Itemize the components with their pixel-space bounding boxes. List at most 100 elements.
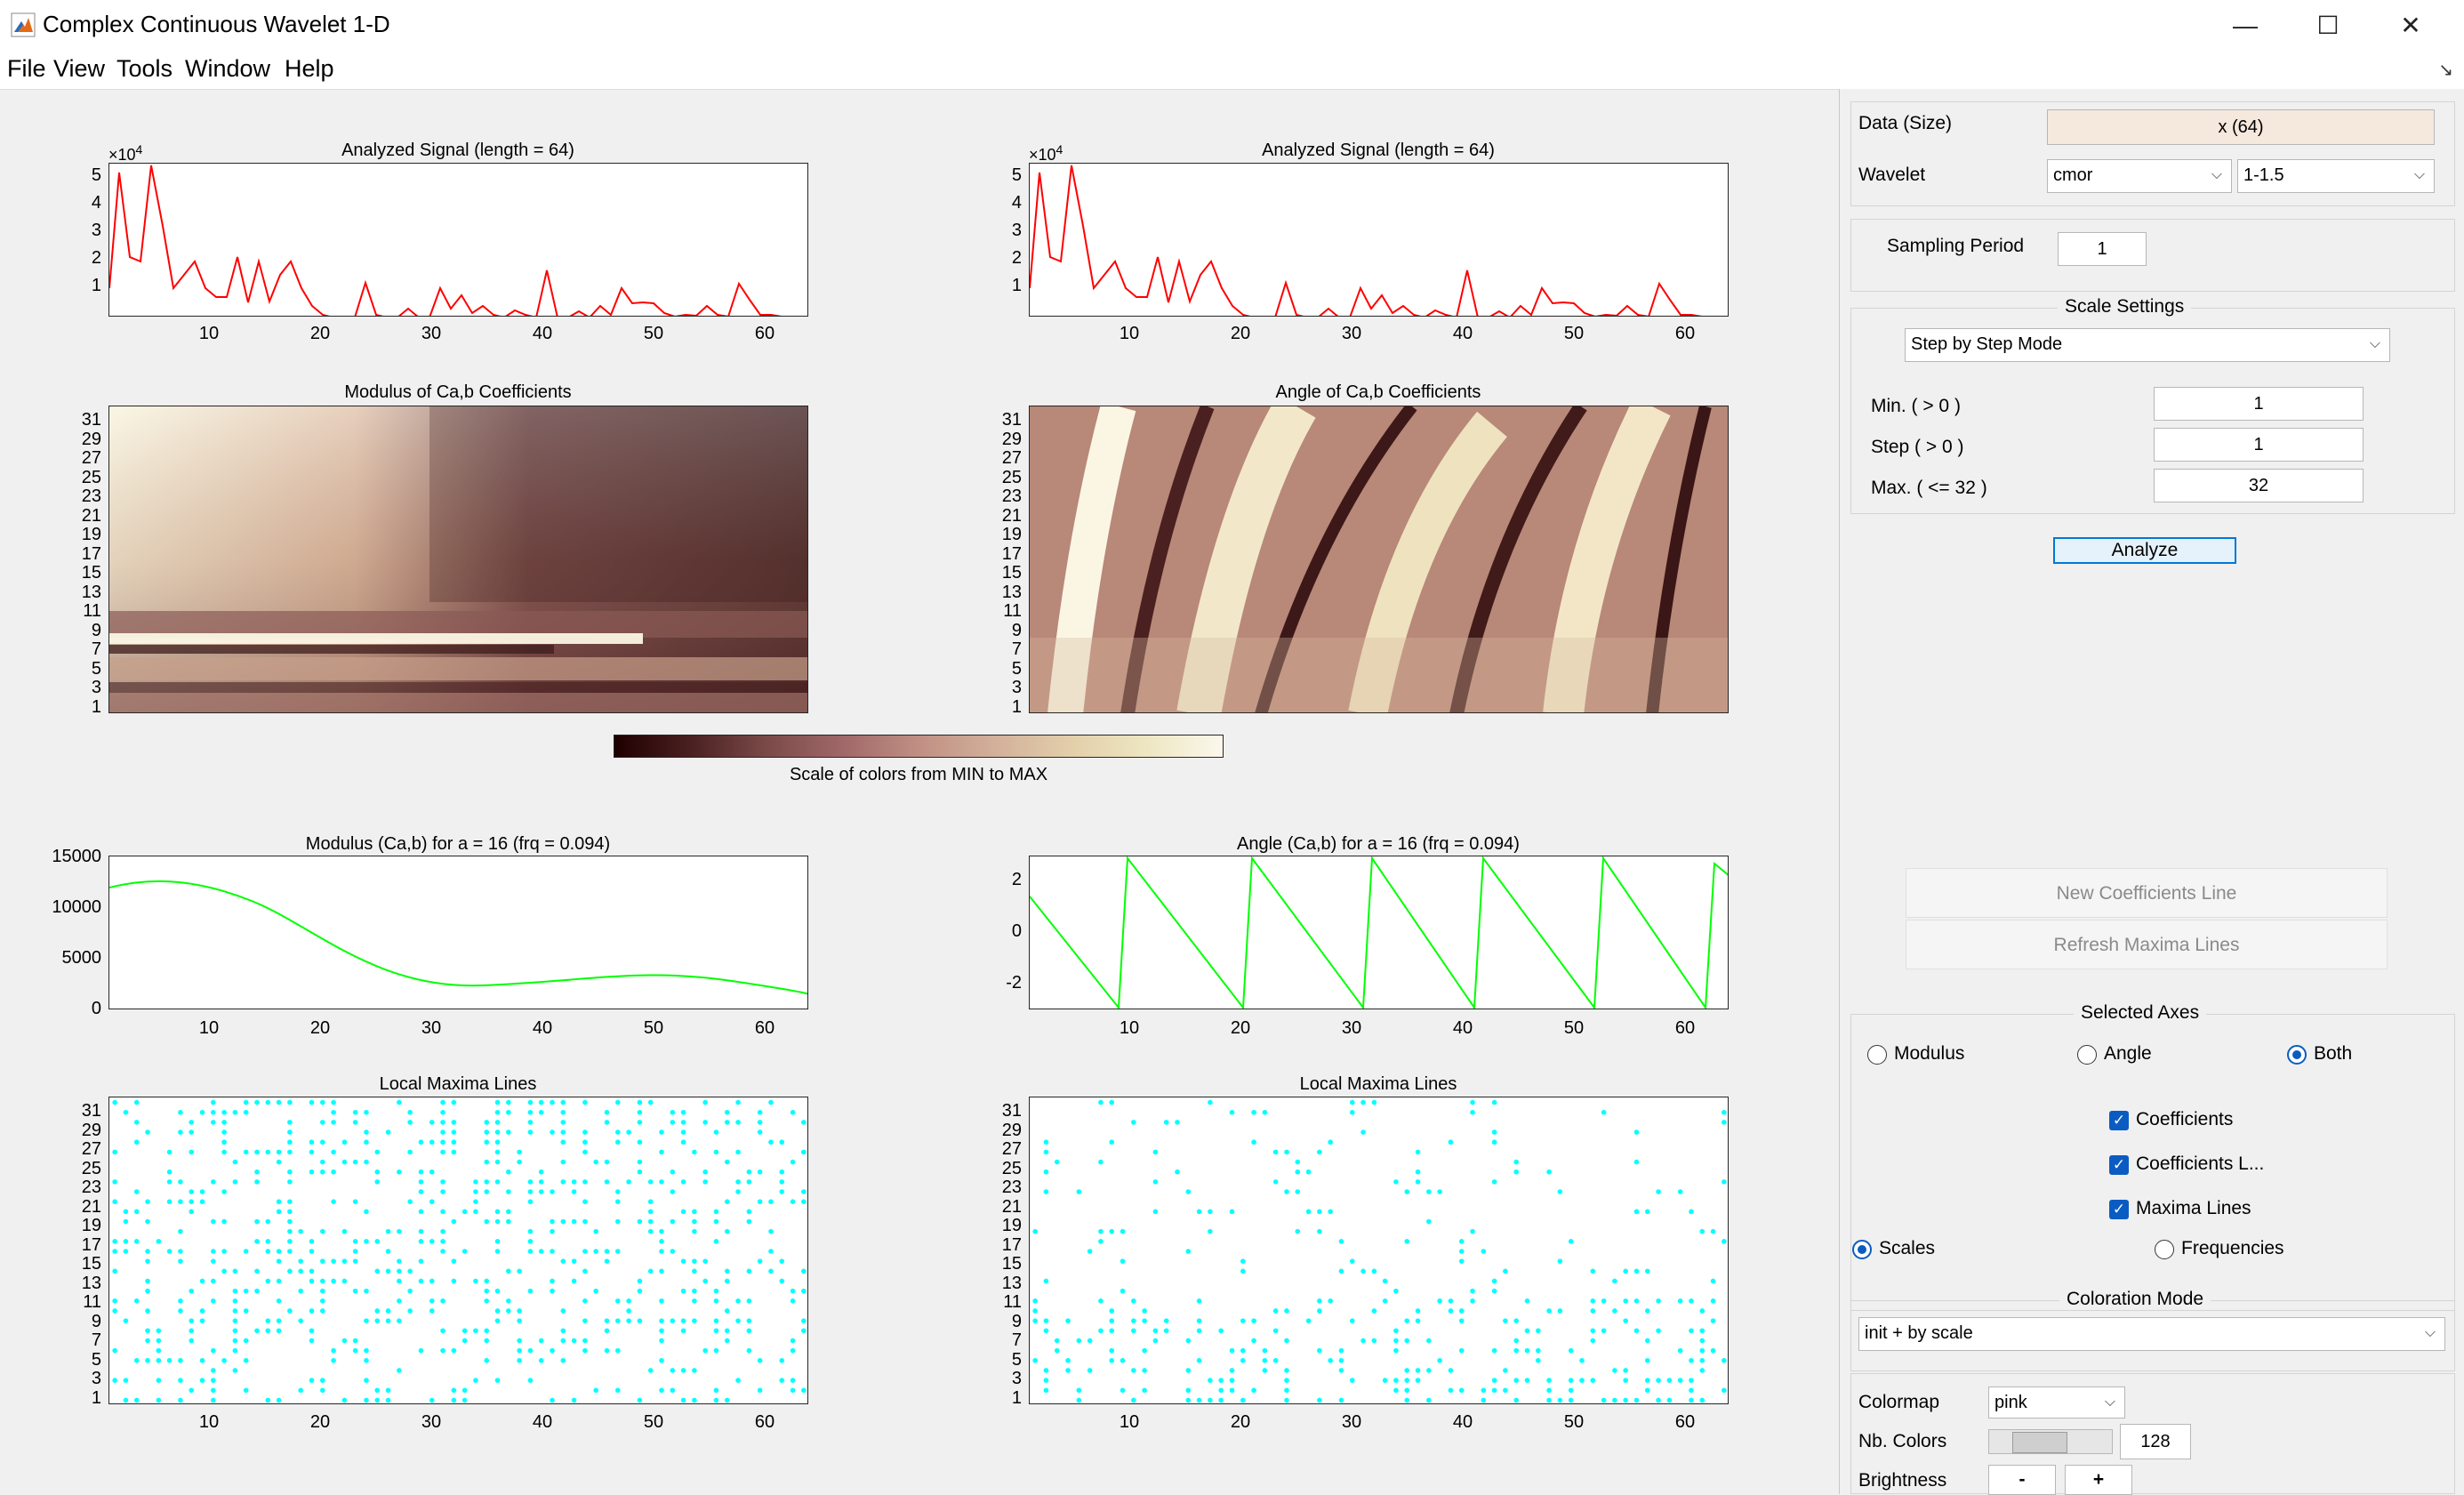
control-panel: Data (Size) x (64) Wavelet cmor ⌵ 1-1.5 ⌵ … [1839,89,2464,1495]
step-scale-input[interactable] [2154,428,2364,462]
max-scale-input[interactable] [2154,469,2364,502]
nb-colors-slider-thumb[interactable] [2012,1432,2067,1453]
maxima-point [1590,1338,1596,1344]
maxima-lines-checkbox[interactable]: ✓ [2109,1200,2129,1219]
modulus-axes[interactable] [108,406,808,713]
maxima-point [1470,1228,1475,1234]
maxima-right-xtick: 20 [1230,1412,1251,1432]
angle-radio[interactable] [2077,1045,2097,1065]
brightness-plus-button[interactable]: + [2065,1465,2132,1495]
maxima-point [1043,1328,1049,1334]
maxima-point [692,1298,697,1304]
maxima-left-axes[interactable] [108,1097,808,1404]
maxima-point [199,1308,205,1314]
maxima-point [1196,1357,1202,1363]
maxima-point [571,1338,577,1344]
sampling-period-input[interactable] [2058,232,2147,266]
maxima-right-ytick: 13 [1001,1274,1022,1293]
signal-right-axes[interactable] [1029,163,1729,317]
wavelet-select[interactable]: cmor ⌵ [2047,159,2232,193]
maxima-point [527,1199,534,1204]
maxima-point [1218,1378,1224,1383]
new-coefficients-line-button[interactable]: New Coefficients Line [1906,868,2388,918]
maxima-point [1131,1397,1136,1403]
maxima-point [319,1387,325,1394]
nb-colors-input[interactable] [2120,1424,2191,1459]
maxima-point [659,1338,664,1344]
maximize-button[interactable]: ☐ [2316,12,2340,39]
modulus-radio[interactable] [1867,1045,1887,1065]
maxima-point [1229,1378,1235,1383]
maxima-point [1503,1387,1508,1394]
menu-view[interactable]: View [53,55,106,82]
maxima-point [692,1268,697,1274]
maxima-point [1415,1378,1421,1383]
modulus-ytick: 19 [81,525,101,544]
mod-line-axes[interactable] [108,856,808,1009]
signal-left-axes[interactable] [108,163,808,317]
maxima-right-ytick: 1 [1011,1388,1022,1408]
nb-colors-slider[interactable] [1988,1429,2113,1454]
maxima-right-axes[interactable] [1029,1097,1729,1404]
maxima-point [189,1199,195,1204]
min-scale-input[interactable] [2154,387,2364,421]
coloration-mode-select[interactable]: init + by scale ⌵ [1858,1317,2445,1351]
maxima-point [1699,1368,1706,1373]
angle-axes[interactable] [1029,406,1729,713]
both-radio[interactable] [2287,1045,2307,1065]
coefficients-lines-checkbox[interactable]: ✓ [2109,1155,2129,1175]
maxima-point [166,1357,173,1363]
maxima-point [680,1209,686,1215]
maxima-point [319,1288,325,1294]
maxima-point [211,1378,216,1383]
menu-help[interactable]: Help [285,55,334,82]
maxima-point [1338,1239,1344,1244]
coefficients-checkbox[interactable]: ✓ [2109,1111,2129,1130]
angle-line-axes[interactable] [1029,856,1729,1009]
close-button[interactable]: ✕ [2400,12,2421,39]
maxima-point [352,1109,358,1115]
minimize-button[interactable]: — [2233,12,2258,39]
maxima-point [1644,1387,1650,1394]
maxima-left-xtick: 40 [532,1412,553,1432]
maxima-point [1557,1308,1563,1314]
menu-tools[interactable]: Tools [116,55,173,82]
maxima-point [145,1338,150,1344]
maxima-point [1404,1387,1410,1394]
colormap-panel: Colormap pink ⌵ Nb. Colors Brightness - + [1850,1373,2455,1495]
maxima-point [571,1179,577,1185]
maxima-point [265,1278,271,1284]
analyze-button[interactable]: Analyze [2053,537,2236,564]
modulus-ytick: 27 [81,448,101,468]
maxima-point [166,1149,173,1155]
brightness-minus-button[interactable]: - [1988,1465,2056,1495]
menu-window[interactable]: Window [185,55,271,82]
signal-right-exponent: ×104 [1029,142,1063,164]
scale-mode-select[interactable]: Step by Step Mode ⌵ [1905,328,2390,362]
maxima-point [1087,1338,1093,1344]
maxima-point [1229,1368,1235,1373]
colormap-select[interactable]: pink ⌵ [1988,1386,2125,1419]
scales-radio[interactable] [1852,1240,1872,1259]
maxima-point [331,1199,336,1204]
wavelet-param-select[interactable]: 1-1.5 ⌵ [2237,159,2435,193]
maxima-point [254,1169,260,1175]
maxima-point [232,1328,238,1334]
maxima-point [352,1258,358,1264]
maxima-right-xtick: 60 [1674,1412,1696,1432]
maxima-point [418,1278,424,1284]
maxima-point [1338,1397,1344,1403]
menu-file[interactable]: File [7,55,46,82]
modulus-heatmap [109,406,807,712]
maxima-point [418,1347,424,1354]
maxima-point [364,1347,369,1354]
refresh-maxima-lines-button[interactable]: Refresh Maxima Lines [1906,920,2388,969]
frequencies-radio[interactable] [2155,1240,2174,1259]
dock-arrow-icon[interactable]: ↘ [2438,60,2453,80]
maxima-point [1601,1109,1607,1115]
maxima-point [1229,1109,1235,1115]
maxima-point [702,1347,708,1354]
maxima-point [461,1249,468,1254]
maxima-point [680,1288,686,1294]
maxima-point [1491,1378,1497,1383]
